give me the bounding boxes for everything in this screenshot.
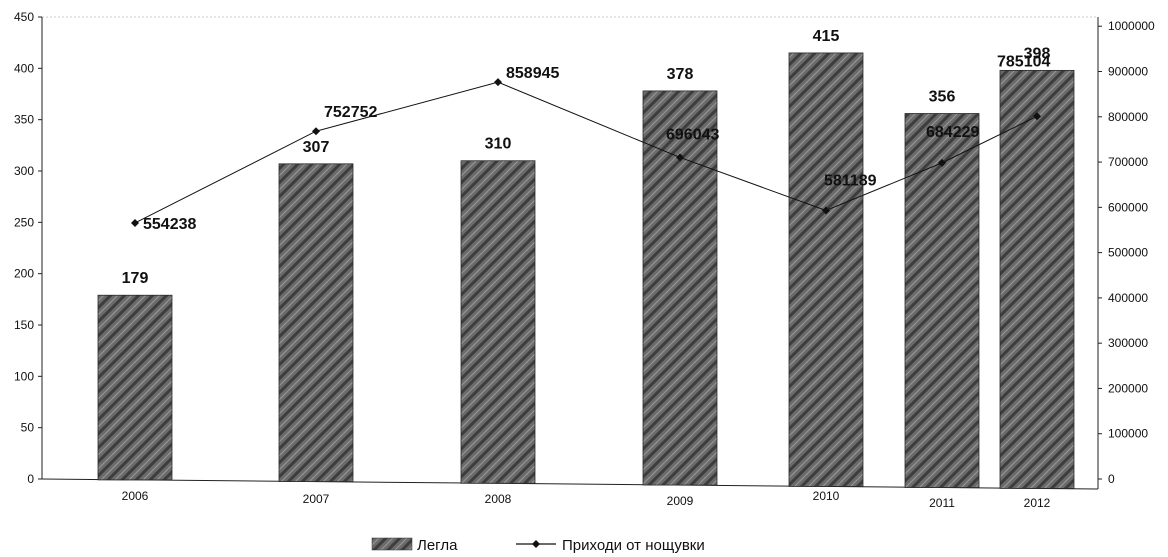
bar — [278, 163, 354, 482]
line-value-label: 581189 — [824, 172, 877, 189]
line-point — [312, 127, 320, 136]
line-series-path — [134, 81, 1038, 224]
bar — [97, 294, 173, 481]
x-tick-label: 2010 — [813, 489, 840, 503]
legend-line-marker — [532, 540, 540, 548]
left-tick-label: 100 — [14, 369, 34, 383]
bar-value-label: 398 — [1024, 45, 1051, 62]
left-tick-label: 400 — [14, 61, 34, 75]
right-tick-label: 100000 — [1108, 427, 1148, 441]
left-tick-label: 300 — [14, 164, 34, 178]
legend-bar-swatch — [371, 537, 413, 551]
legend-label-bars: Легла — [417, 537, 458, 554]
x-tick-label: 2009 — [667, 494, 694, 508]
x-tick-label: 2006 — [122, 489, 149, 503]
right-tick-label: 200000 — [1108, 381, 1148, 395]
left-tick-label: 250 — [14, 215, 34, 229]
line-point — [938, 158, 946, 167]
left-tick-label: 0 — [27, 472, 34, 486]
right-tick-label: 800000 — [1108, 110, 1148, 124]
bar-value-label: 310 — [485, 136, 512, 153]
line-point — [1033, 112, 1041, 121]
bar-value-label: 179 — [122, 270, 149, 287]
bar — [904, 113, 980, 488]
bars-layer — [97, 52, 1075, 489]
x-tick-label: 2008 — [485, 492, 512, 506]
bar-value-label: 307 — [303, 139, 330, 156]
left-tick-label: 50 — [21, 421, 35, 435]
bar — [460, 160, 536, 484]
line-value-label: 554238 — [143, 216, 196, 233]
line-value-label: 696043 — [666, 126, 719, 143]
bar-value-label: 378 — [667, 66, 694, 83]
axes-layer: 0 50 100 150 200 250 300 350 400 450 0 100000 200000… — [14, 10, 1155, 510]
right-tick-label: 700000 — [1108, 155, 1148, 169]
bar — [788, 52, 864, 487]
x-tick-label: 2012 — [1024, 496, 1051, 510]
right-tick-label: 500000 — [1108, 246, 1148, 260]
labels-layer: 179 307 310 378 415 356 398 554238 752752 858945 6… — [122, 28, 1051, 287]
x-tick-label: 2011 — [929, 496, 955, 510]
left-tick-label: 150 — [14, 318, 34, 332]
line-point — [676, 153, 684, 162]
line-layer — [131, 78, 1041, 227]
right-tick-label: 300000 — [1108, 336, 1148, 350]
bar — [999, 69, 1075, 489]
left-tick-label: 450 — [14, 10, 34, 24]
bar-value-label: 415 — [813, 28, 840, 45]
x-tick-label: 2007 — [303, 492, 330, 506]
line-point — [494, 78, 502, 87]
legend-label-line: Приходи от нощувки — [562, 537, 705, 554]
line-value-label: 858945 — [506, 65, 559, 82]
line-value-label: 684229 — [926, 124, 979, 141]
right-tick-label: 0 — [1108, 472, 1115, 486]
left-tick-label: 200 — [14, 267, 34, 281]
bar — [642, 90, 718, 486]
line-point — [131, 218, 139, 227]
legend: Легла Приходи от нощувки — [371, 537, 705, 554]
line-point — [822, 206, 830, 215]
bar-value-label: 356 — [929, 89, 956, 106]
right-tick-label: 600000 — [1108, 200, 1148, 214]
right-tick-label: 1000000 — [1108, 19, 1155, 33]
right-tick-label: 400000 — [1108, 291, 1148, 305]
left-tick-label: 350 — [14, 113, 34, 127]
line-value-label: 752752 — [324, 104, 377, 121]
line-value-label: 785104 — [997, 53, 1050, 70]
right-tick-label: 900000 — [1108, 65, 1148, 79]
